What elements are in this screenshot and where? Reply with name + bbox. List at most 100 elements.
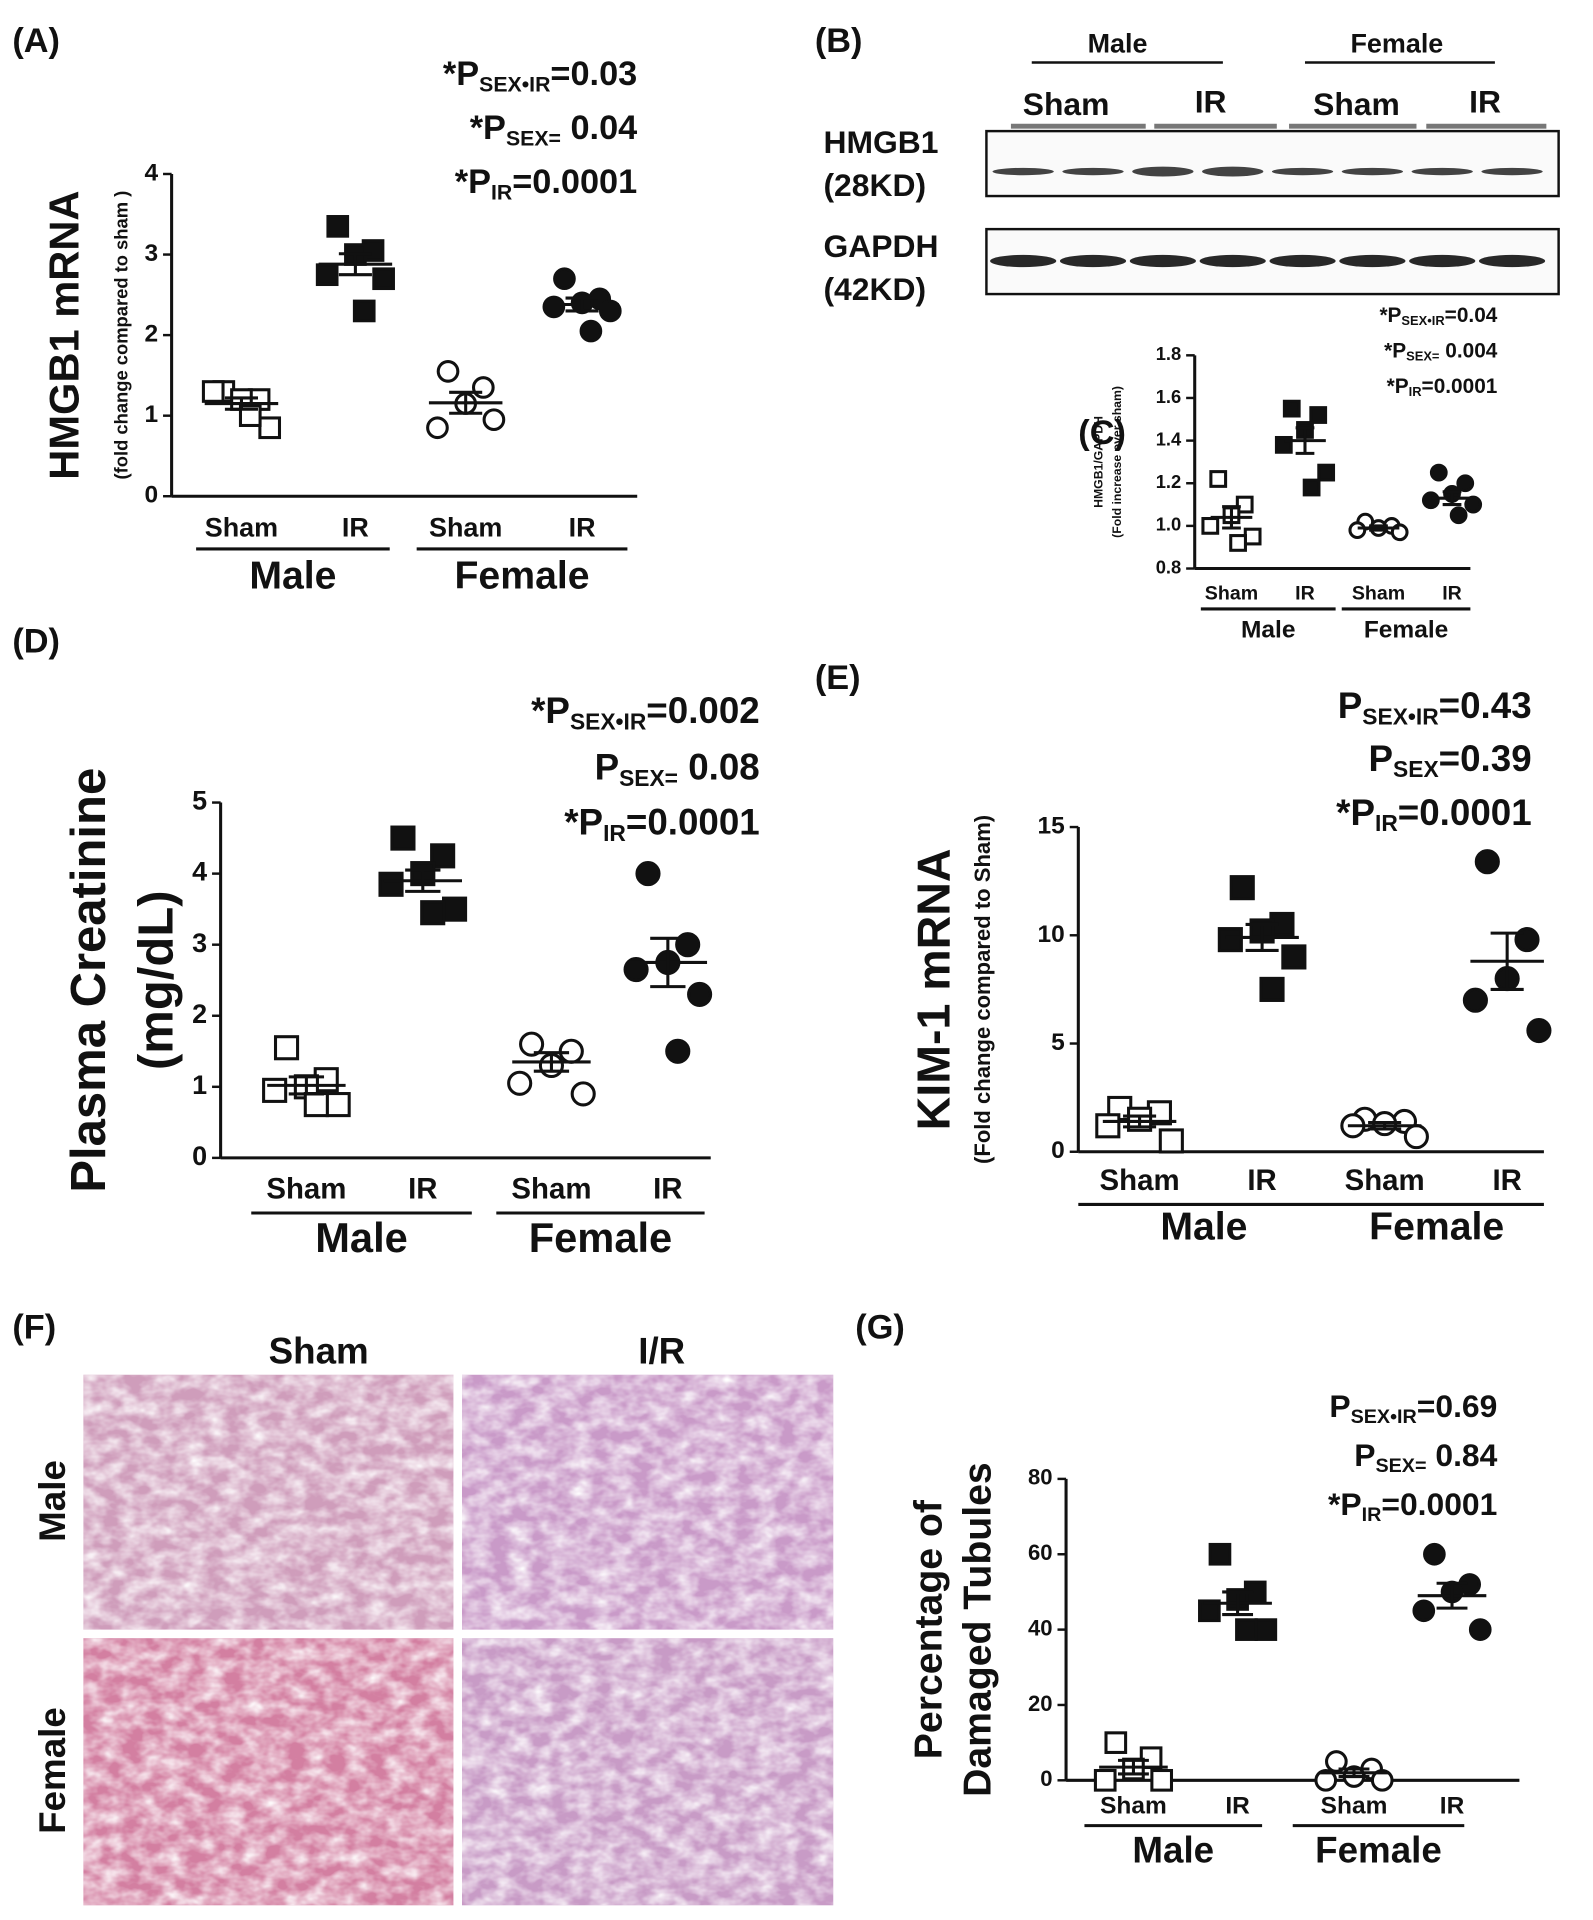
panel-label: (E): [815, 659, 861, 697]
y-tick-label: 2: [192, 999, 207, 1029]
data-point: [1208, 1542, 1232, 1566]
data-point: [623, 956, 649, 983]
error-bar: [650, 936, 686, 989]
x-tick-label: Sham: [1321, 1793, 1388, 1820]
y-axis-sublabel: (Fold increase over sham): [1110, 386, 1124, 538]
y-tick-label: 60: [1028, 1540, 1053, 1565]
data-point: [273, 1035, 300, 1061]
y-axis-label: Percentage of: [908, 1499, 951, 1759]
y-tick-label: 0: [1040, 1766, 1052, 1791]
data-point: [1302, 478, 1321, 497]
error-bar: [1118, 1758, 1149, 1776]
band: [1202, 166, 1264, 177]
data-point: [570, 1081, 596, 1107]
band: [1481, 167, 1543, 176]
stat-subscript: SEX•IR: [1401, 313, 1445, 328]
y-axis-sublabel: (mg/dL): [129, 890, 183, 1070]
stat-annotation: PSEX=0.39: [1369, 738, 1532, 783]
blot-group: Male: [1088, 28, 1148, 58]
band: [1339, 254, 1406, 268]
stat-annotation: *PIR=0.0001: [455, 163, 637, 204]
dot-plot: 0 1 2 3 4 5 Plasma Creatinine (mg/dL) Sham IR Sham…: [62, 690, 760, 1261]
data-point: [635, 861, 661, 887]
error-bar: [1368, 1121, 1402, 1131]
error-bar: [224, 396, 258, 411]
band: [1132, 166, 1194, 177]
x-tick-label: Sham: [1345, 1164, 1425, 1197]
stat-subscript: SEX: [1393, 756, 1439, 782]
group-label: Female: [529, 1214, 673, 1261]
error-bar: [1369, 524, 1388, 532]
band: [1129, 254, 1196, 268]
histology-row: Male: [32, 1460, 73, 1542]
error-bar: [565, 296, 599, 313]
stat-suffix: =0.002: [646, 690, 759, 731]
data-point: [1235, 1618, 1258, 1641]
data-point: [258, 416, 282, 440]
panel-label: (F): [12, 1308, 56, 1346]
y-tick-label: 10: [1038, 921, 1065, 948]
error-bar: [449, 390, 483, 415]
group-label: Male: [1241, 616, 1295, 643]
group-label: Female: [1369, 1205, 1504, 1248]
y-axis-label: HMGB1/GAPDH: [1091, 416, 1105, 508]
x-tick-label: IR: [1442, 582, 1462, 604]
data-point: [482, 408, 506, 432]
stat-annotation: *PIR=0.0001: [1387, 375, 1498, 400]
stat-subscript: SEX•IR: [570, 708, 646, 734]
lane-bar: [1426, 123, 1547, 129]
data-point: [1281, 944, 1307, 970]
error-bar: [1490, 931, 1524, 991]
x-tick-label: IR: [653, 1173, 682, 1206]
data-point: [1526, 1017, 1552, 1044]
y-axis-sublabel: (Fold change compared to Sham): [970, 815, 995, 1164]
x-tick-label: Sham: [266, 1173, 346, 1206]
western-blot: Male Female Sham IR Sham IR HMGB1 (28KD)…: [823, 28, 1560, 307]
blot-box: [985, 129, 1560, 198]
dot-plot: 0.8 1.0 1.2 1.4 1.6 1.8 HMGB1/GAPDH (Fold incre…: [1091, 304, 1497, 644]
data-point: [1243, 527, 1262, 546]
data-point: [436, 360, 460, 383]
data-point: [426, 416, 449, 440]
data-point: [378, 871, 404, 897]
y-tick-label: 40: [1028, 1615, 1053, 1640]
y-tick-label: 1.4: [1156, 428, 1182, 449]
stat-annotation: *PSEX= 0.004: [1384, 339, 1498, 364]
y-tick-label: 80: [1028, 1465, 1053, 1490]
data-point: [1348, 521, 1367, 540]
data-point: [1282, 399, 1301, 418]
data-point: [441, 896, 468, 922]
group-label: Female: [1364, 616, 1448, 643]
error-bar: [1123, 1114, 1157, 1129]
stat-annotation: PSEX•IR=0.69: [1329, 1388, 1497, 1428]
data-point: [372, 267, 395, 291]
data-point: [1229, 534, 1247, 552]
stat-suffix: =0.0001: [626, 801, 760, 842]
stat-subscript: IR: [1375, 810, 1398, 836]
data-point: [262, 1077, 288, 1103]
data-point: [687, 981, 713, 1007]
histology-texture: [83, 1638, 454, 1906]
histology-texture: [462, 1374, 834, 1630]
x-tick-label: Sham: [511, 1173, 591, 1206]
stat-prefix: *P: [1384, 339, 1406, 362]
stat-subscript: SEX•IR: [1362, 704, 1438, 730]
x-tick-label: Sham: [1205, 582, 1258, 604]
histology-column: Sham: [269, 1331, 369, 1372]
error-bar: [288, 1075, 325, 1096]
data-point: [201, 380, 225, 403]
error-bar: [405, 868, 441, 893]
data-point: [390, 825, 416, 851]
y-tick-label: 4: [144, 159, 158, 186]
stat-prefix: *P: [470, 109, 506, 147]
data-point: [1456, 474, 1475, 493]
lane-bar: [1010, 123, 1146, 129]
blot-lane: Sham: [1023, 86, 1110, 122]
lane-bar: [1154, 123, 1277, 129]
group-label: Male: [315, 1214, 408, 1261]
stat-prefix: P: [595, 746, 620, 787]
y-tick-label: 3: [144, 240, 158, 267]
blot-lane: Sham: [1313, 86, 1400, 122]
band: [990, 254, 1057, 268]
